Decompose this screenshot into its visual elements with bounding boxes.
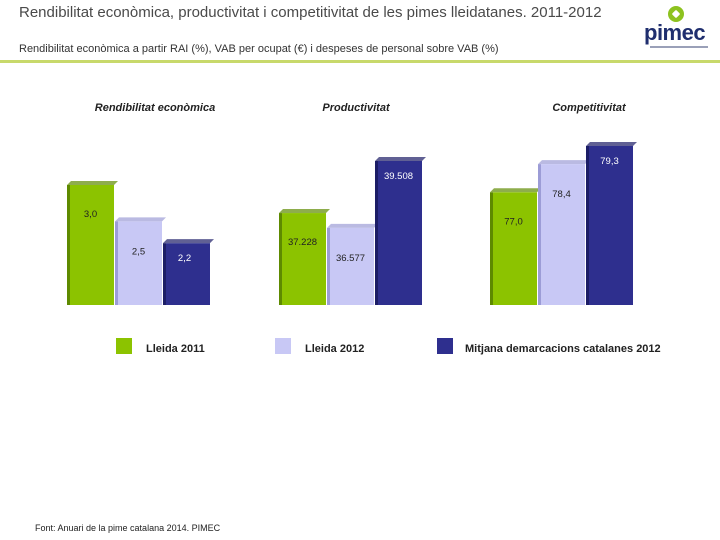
bar-top-2-2	[586, 142, 637, 146]
bar-label-2-0: 77,0	[504, 216, 523, 227]
bar-top-2-0	[490, 188, 541, 193]
legend-label-0: Lleida 2011	[146, 343, 205, 355]
bar-top-0-0	[67, 181, 118, 185]
bar-top-0-1	[115, 217, 166, 222]
header-divider	[0, 60, 720, 63]
source-note: Font: Anuari de la pime catalana 2014. P…	[35, 523, 221, 533]
bar-label-0-0: 3,0	[84, 209, 97, 220]
legend-swatch-2	[437, 338, 453, 354]
bar-2-0	[493, 192, 537, 305]
bar-shade-0-0	[67, 185, 70, 305]
bar-label-2-1: 78,4	[552, 189, 571, 200]
bar-label-1-0: 37.228	[288, 237, 317, 248]
bar-top-1-2	[375, 157, 426, 161]
bar-shade-1-0	[279, 213, 282, 305]
bar-top-2-1	[538, 160, 589, 165]
bar-label-1-1: 36.577	[336, 253, 365, 264]
bar-label-0-2: 2,2	[178, 253, 191, 264]
group-title-0: Rendibilitat econòmica	[95, 102, 215, 114]
bar-top-1-0	[279, 209, 330, 214]
bar-top-1-1	[327, 223, 378, 228]
bar-2-1	[541, 164, 585, 305]
logo-text: pimec	[644, 20, 706, 45]
page-subtitle: Rendibilitat econòmica a partir RAI (%),…	[19, 43, 499, 55]
bar-0-0	[70, 185, 114, 305]
bar-top-0-2	[163, 239, 214, 244]
bar-label-0-1: 2,5	[132, 246, 145, 257]
bar-0-2	[166, 243, 210, 305]
bar-label-2-2: 79,3	[600, 156, 619, 167]
bar-shade-2-2	[586, 146, 589, 305]
logo-mark-icon	[668, 6, 684, 22]
bar-shade-1-2	[375, 161, 378, 305]
bar-shade-0-2	[163, 243, 166, 305]
bar-2-2	[589, 146, 633, 305]
bar-shade-2-0	[490, 192, 493, 305]
bar-1-2	[378, 161, 422, 305]
legend-swatch-0	[116, 338, 132, 354]
bar-shade-1-1	[327, 227, 330, 305]
bar-shade-2-1	[538, 164, 541, 305]
chart-baseline	[60, 305, 660, 306]
legend-swatch-1	[275, 338, 291, 354]
logo-tagline	[650, 46, 708, 48]
bar-0-1	[118, 221, 162, 305]
legend-label-2: Mitjana demarcacions catalanes 2012	[465, 343, 661, 355]
group-title-2: Competitivitat	[552, 102, 627, 114]
legend-label-1: Lleida 2012	[305, 343, 364, 355]
bar-1-0	[282, 213, 326, 305]
bar-shade-0-1	[115, 221, 118, 305]
pimec-logo: pimec	[644, 6, 710, 50]
bar-1-1	[330, 227, 374, 305]
group-title-1: Productivitat	[322, 102, 391, 114]
page-title: Rendibilitat econòmica, productivitat i …	[19, 4, 602, 21]
bar-label-1-2: 39.508	[384, 171, 413, 182]
